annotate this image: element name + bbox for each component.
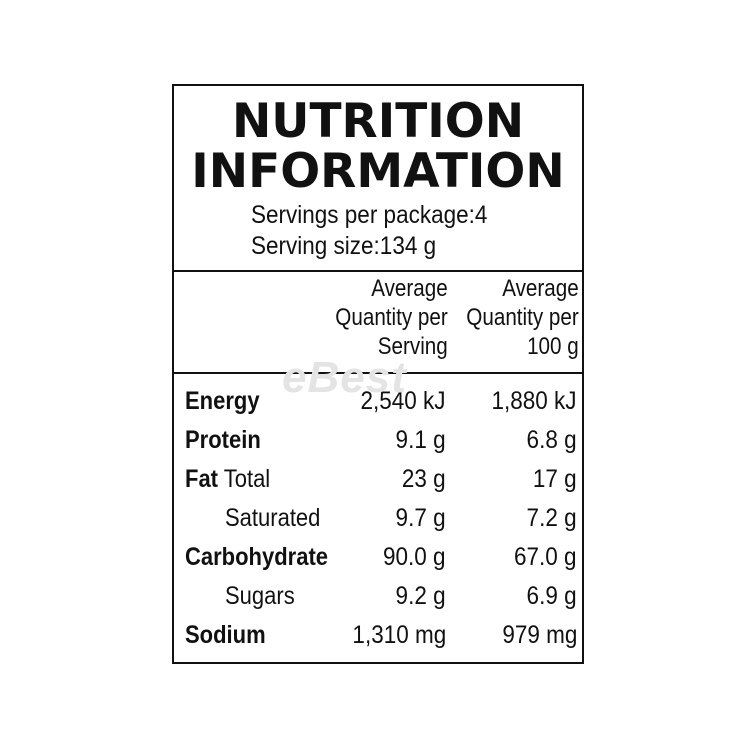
nutrient-name: Fat Total bbox=[185, 465, 271, 493]
value-per-100g: 17 g bbox=[533, 465, 577, 493]
nutrient-name: Carbohydrate bbox=[185, 543, 329, 571]
title-line-2: INFORMATION bbox=[191, 144, 565, 199]
value-per-serving: 9.7 g bbox=[395, 504, 446, 532]
value-per-serving: 23 g bbox=[402, 465, 446, 493]
value-per-serving: 9.1 g bbox=[395, 426, 446, 454]
header-line: Quantity per bbox=[466, 304, 579, 331]
value-per-100g: 7.2 g bbox=[526, 504, 577, 532]
column-header-per-100g: Average Quantity per 100 g bbox=[467, 274, 579, 361]
table-row: Carbohydrate 90.0 g 67.0 g bbox=[174, 539, 582, 575]
serving-size: Serving size:134 g bbox=[251, 232, 437, 260]
column-header-per-serving: Average Quantity per Serving bbox=[336, 274, 448, 361]
nutrient-name: Sodium bbox=[185, 621, 266, 649]
servings-per-package: Servings per package:4 bbox=[251, 201, 488, 229]
nutrition-panel: NUTRITION INFORMATION Servings per packa… bbox=[172, 84, 584, 664]
value-per-serving: 90.0 g bbox=[383, 543, 446, 571]
nutrient-name: Energy bbox=[185, 387, 260, 415]
header-line: Average bbox=[502, 275, 579, 302]
nutrient-name: Sugars bbox=[225, 582, 295, 610]
divider-top bbox=[174, 270, 582, 272]
header-line: Average bbox=[371, 275, 448, 302]
table-row: Fat Total 23 g 17 g bbox=[174, 461, 582, 497]
value-per-100g: 67.0 g bbox=[514, 543, 577, 571]
header-line: 100 g bbox=[527, 333, 579, 360]
nutrient-name: Saturated bbox=[225, 504, 321, 532]
divider-header bbox=[174, 372, 582, 374]
value-per-serving: 2,540 kJ bbox=[360, 387, 446, 415]
value-per-serving: 1,310 mg bbox=[352, 621, 446, 649]
title-line-1: NUTRITION bbox=[231, 94, 525, 149]
table-row: Saturated 9.7 g 7.2 g bbox=[174, 500, 582, 536]
value-per-serving: 9.2 g bbox=[395, 582, 446, 610]
value-per-100g: 979 mg bbox=[501, 621, 577, 649]
title-block: NUTRITION INFORMATION Servings per packa… bbox=[174, 86, 582, 272]
nutrient-name: Protein bbox=[185, 426, 261, 454]
table-row: Sodium 1,310 mg 979 mg bbox=[174, 617, 582, 653]
table-row: Sugars 9.2 g 6.9 g bbox=[174, 578, 582, 614]
value-per-100g: 6.9 g bbox=[526, 582, 577, 610]
header-line: Serving bbox=[378, 333, 448, 360]
table-row: Protein 9.1 g 6.8 g bbox=[174, 422, 582, 458]
header-line: Quantity per bbox=[335, 304, 448, 331]
value-per-100g: 1,880 kJ bbox=[491, 387, 577, 415]
value-per-100g: 6.8 g bbox=[526, 426, 577, 454]
table-row: Energy 2,540 kJ 1,880 kJ bbox=[174, 383, 582, 419]
